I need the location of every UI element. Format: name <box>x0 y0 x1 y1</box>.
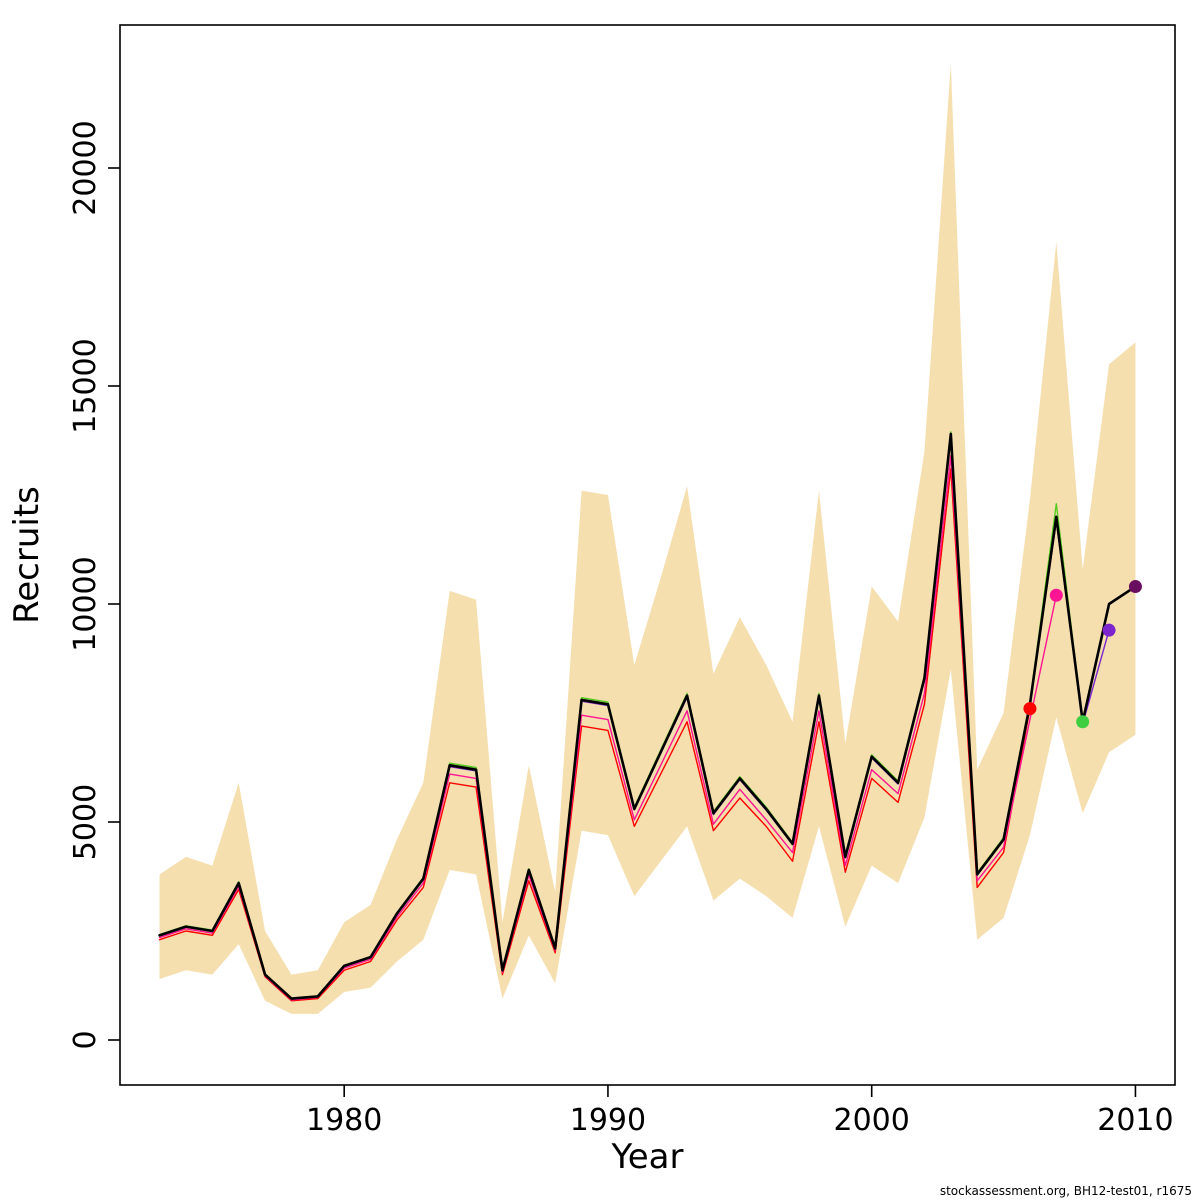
retro-peel-2007-end-dot <box>1049 588 1063 602</box>
base-run-end-dot <box>1128 580 1142 594</box>
retro-peel-2006-end-dot <box>1023 702 1037 716</box>
x-tick-label: 1990 <box>570 1103 646 1138</box>
x-tick-label: 2000 <box>834 1103 910 1138</box>
plot-box <box>119 24 1176 1086</box>
y-tick-label: 15000 <box>68 338 103 433</box>
retro-peel-2009-end-dot <box>1102 623 1116 637</box>
y-tick-label: 0 <box>68 1030 103 1049</box>
y-axis-title: Recruits <box>7 486 47 624</box>
x-axis-title: Year <box>611 1137 684 1177</box>
retro-peel-2006-line <box>158 468 1031 1002</box>
x-tick-label: 2010 <box>1097 1103 1173 1138</box>
y-tick-label: 5000 <box>68 784 103 860</box>
x-tick-label: 1980 <box>306 1103 382 1138</box>
y-tick-label: 10000 <box>68 556 103 651</box>
base-run-line <box>158 432 1137 1000</box>
retro-peel-2008-end-dot <box>1076 715 1090 729</box>
footer-credit: stockassessment.org, BH12-test01, r1675 <box>939 1184 1192 1198</box>
y-tick-label: 20000 <box>68 120 103 215</box>
